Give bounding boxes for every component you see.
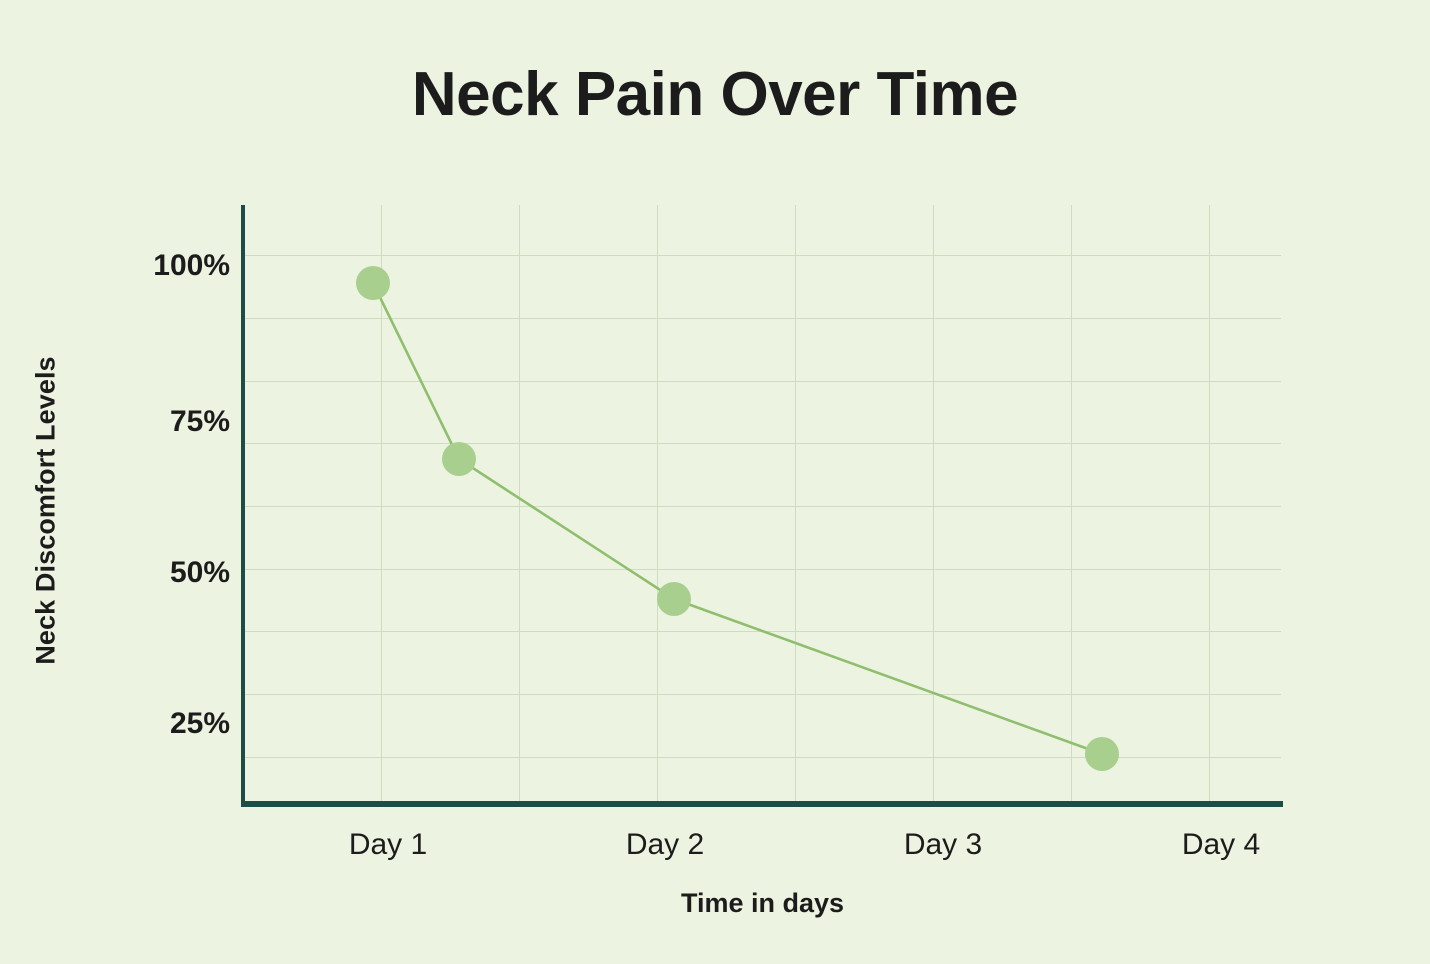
gridline-vertical xyxy=(933,205,934,805)
x-axis-title: Time in days xyxy=(680,888,845,918)
x-tick-label: Day 4 xyxy=(1181,828,1261,861)
gridline-vertical xyxy=(657,205,658,805)
gridline-vertical xyxy=(519,205,520,805)
y-tick-label-layer: 100% 75% 50% 25% xyxy=(90,0,230,964)
x-tick-label: Day 2 xyxy=(625,828,705,861)
plot-area xyxy=(243,205,1281,805)
gridline-vertical xyxy=(795,205,796,805)
gridline-vertical xyxy=(1071,205,1072,805)
gridline-horizontal xyxy=(243,757,1281,758)
y-tick-label: 100% xyxy=(153,249,230,282)
data-point-marker[interactable] xyxy=(1085,737,1119,771)
gridline-horizontal xyxy=(243,255,1281,256)
gridline-horizontal xyxy=(243,318,1281,319)
y-tick-label: 50% xyxy=(169,556,230,589)
gridline-horizontal xyxy=(243,381,1281,382)
y-axis-title-container: Neck Discomfort Levels xyxy=(16,210,76,810)
chart-title: Neck Pain Over Time xyxy=(411,60,1019,129)
data-point-marker[interactable] xyxy=(356,266,390,300)
y-axis-line xyxy=(241,205,245,806)
y-axis-title: Neck Discomfort Levels xyxy=(30,355,61,665)
x-axis-line xyxy=(241,801,1283,807)
y-tick-label: 25% xyxy=(169,707,230,740)
gridline-horizontal xyxy=(243,569,1281,570)
gridline-horizontal xyxy=(243,631,1281,632)
gridline-horizontal xyxy=(243,506,1281,507)
gridline-vertical xyxy=(1209,205,1210,805)
x-tick-label: Day 1 xyxy=(348,828,428,861)
data-point-marker[interactable] xyxy=(657,582,691,616)
gridline-horizontal xyxy=(243,694,1281,695)
data-point-marker[interactable] xyxy=(442,442,476,476)
y-tick-label: 75% xyxy=(169,405,230,438)
x-tick-label: Day 3 xyxy=(903,828,983,861)
gridline-horizontal xyxy=(243,443,1281,444)
